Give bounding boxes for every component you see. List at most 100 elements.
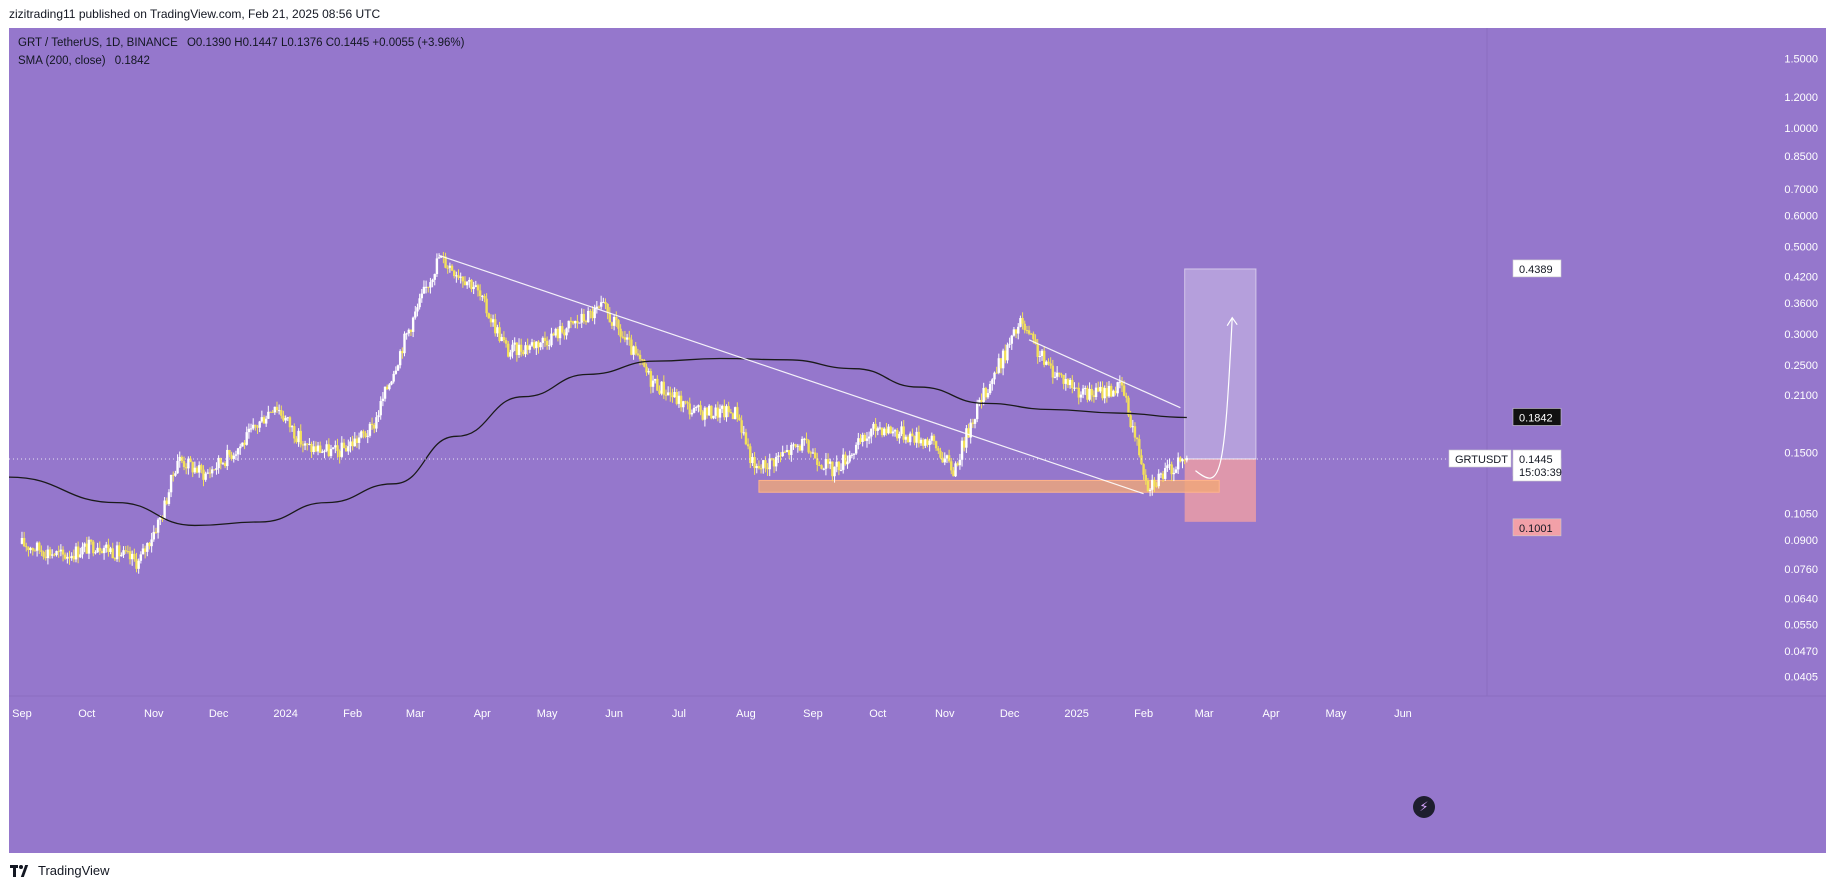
candle-body: [692, 407, 696, 413]
tradingview-logo[interactable]: TradingView: [10, 863, 110, 878]
candle-body: [950, 461, 953, 471]
candle-body: [178, 456, 181, 461]
trendline: [438, 254, 1144, 495]
candle-body: [1105, 388, 1109, 397]
candle-body: [455, 275, 458, 277]
candle-body: [1071, 379, 1074, 389]
candle-body: [1144, 474, 1147, 481]
candle-body: [852, 453, 856, 455]
candle-body: [1036, 343, 1039, 357]
candle-body: [217, 457, 220, 469]
candle-body: [38, 542, 41, 551]
candle-body: [746, 444, 750, 447]
candle-body: [1133, 426, 1137, 438]
candle-body: [264, 418, 268, 424]
candle-body: [137, 560, 140, 569]
candle-body: [939, 450, 942, 458]
lightning-icon[interactable]: ⚡: [1413, 796, 1435, 818]
candle-body: [256, 426, 259, 428]
candle-body: [602, 301, 605, 303]
candle-body: [470, 279, 473, 290]
candle-body: [239, 446, 242, 449]
candle-body: [409, 329, 413, 332]
chart-area[interactable]: 1.5000 1.2000 1.0000 0.8500 0.7000 0.6000 0.50…: [9, 28, 1826, 853]
candle-body: [550, 333, 553, 346]
candle-body: [846, 461, 849, 465]
candle-body: [863, 434, 867, 441]
candle-body: [697, 405, 700, 407]
candle-body: [310, 443, 313, 453]
candle-body: [297, 430, 300, 443]
candle-body: [245, 432, 248, 445]
candle-body: [595, 306, 599, 309]
candle-body: [398, 351, 402, 366]
candle-body: [1185, 457, 1189, 461]
candle-body: [578, 322, 581, 324]
candle-body: [528, 345, 532, 350]
candle-body: [349, 441, 352, 447]
candle-body: [593, 308, 596, 319]
candle-body: [68, 556, 71, 559]
candle-body: [487, 313, 490, 319]
candle-body: [329, 448, 333, 456]
candle-body: [543, 337, 547, 341]
candle-body: [690, 412, 694, 415]
candle-body: [135, 559, 138, 569]
candle-body: [1118, 381, 1122, 383]
candle-body: [461, 276, 465, 282]
candle-body: [716, 407, 720, 418]
candle-body: [478, 290, 482, 297]
candle-body: [1099, 386, 1102, 392]
candle-body: [347, 446, 350, 452]
x-tick-label: Sep: [12, 708, 32, 720]
candle-body: [833, 466, 836, 477]
candle-body: [405, 333, 408, 335]
symbol-row: GRT / TetherUS, 1D, BINANCE O0.1390 H0.1…: [18, 34, 464, 52]
candle-body: [764, 460, 767, 468]
candle-body: [494, 319, 497, 334]
candle-body: [621, 336, 624, 338]
candle-body: [958, 459, 962, 466]
candle-body: [569, 320, 573, 322]
candle-body: [396, 365, 400, 371]
candle-body: [675, 392, 678, 404]
candle-body: [660, 381, 663, 394]
candle-body: [1170, 464, 1173, 475]
candle-body: [1060, 374, 1063, 376]
candle-body: [545, 340, 549, 346]
candle-body: [986, 393, 990, 398]
candle-body: [206, 472, 210, 474]
candle-body: [165, 500, 168, 504]
y-tick-label: 0.5000: [1784, 242, 1818, 254]
candle-body: [31, 548, 34, 551]
candle-body: [124, 550, 127, 552]
candle-body: [1109, 385, 1113, 397]
candle-body: [353, 438, 356, 447]
price-chart[interactable]: 1.5000 1.2000 1.0000 0.8500 0.7000 0.6000 0.50…: [9, 28, 1826, 853]
candle-body: [282, 415, 285, 421]
candle-body: [325, 444, 328, 451]
candle-body: [554, 328, 557, 336]
candle-body: [937, 448, 940, 451]
candle-body: [662, 381, 666, 395]
candle-body: [643, 360, 646, 367]
y-tick-label: 0.2500: [1784, 360, 1818, 372]
candle-body: [312, 446, 315, 453]
candle-body: [321, 451, 324, 453]
candle-body: [1159, 473, 1163, 475]
candle-body: [558, 326, 562, 339]
candle-body: [254, 424, 257, 427]
candle-body: [915, 431, 918, 443]
candle-body: [718, 408, 722, 418]
candle-body: [686, 402, 689, 404]
candle-body: [420, 293, 423, 299]
symbol-title: GRT / TetherUS, 1D, BINANCE: [18, 37, 178, 49]
candle-body: [1155, 486, 1158, 488]
candle-body: [619, 328, 622, 337]
candle-body: [440, 256, 443, 258]
candle-body: [485, 298, 488, 314]
candle-body: [984, 387, 988, 398]
candle-body: [829, 461, 832, 464]
candle-body: [85, 543, 89, 554]
candle-body: [215, 468, 218, 470]
